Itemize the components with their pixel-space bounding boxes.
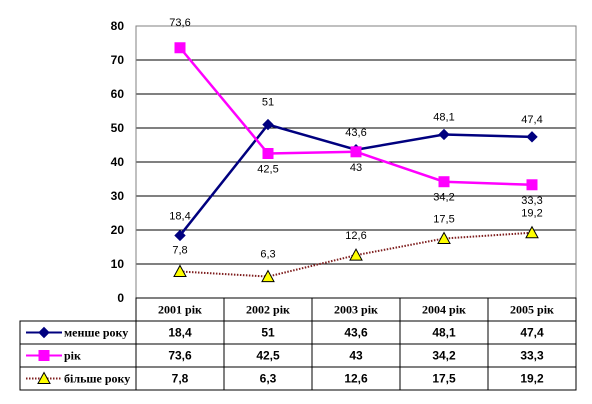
y-tick-label: 50: [111, 121, 125, 135]
y-tick-label: 10: [111, 257, 125, 271]
triangle-marker: [37, 371, 51, 384]
data-label: 42,5: [257, 164, 278, 176]
y-tick-label: 40: [111, 155, 125, 169]
diamond-marker: [438, 128, 450, 141]
y-tick-label: 0: [117, 291, 124, 305]
square-marker: [38, 350, 50, 361]
data-label: 33,3: [521, 195, 542, 207]
data-label: 18,4: [169, 210, 190, 222]
diamond-marker: [38, 326, 50, 339]
legend-label: менше року: [64, 326, 128, 340]
category-label: 2004 рік: [422, 303, 466, 317]
series-3: 7,8 6,3 12,6 17,5 19,2: [172, 208, 543, 283]
y-tick-label: 30: [111, 189, 125, 203]
table-cell: 7,8: [172, 372, 189, 386]
diamond-marker: [526, 131, 538, 143]
square-marker: [438, 176, 450, 188]
table-cell: 47,4: [520, 326, 544, 340]
category-label: 2003 рік: [334, 303, 378, 317]
diamond-marker: [174, 229, 186, 242]
table-cell: 73,6: [168, 349, 192, 363]
data-label: 7,8: [172, 244, 187, 256]
triangle-marker: [173, 264, 187, 277]
y-tick-label: 60: [111, 87, 125, 101]
table-cell: 48,1: [432, 326, 456, 340]
category-label: 2002 рік: [246, 303, 290, 317]
triangle-marker: [525, 225, 539, 239]
triangle-marker: [261, 269, 275, 283]
y-tick-label: 20: [111, 223, 125, 237]
diamond-marker: [262, 118, 274, 131]
square-marker: [526, 179, 538, 191]
gridlines: [136, 25, 576, 265]
category-label: 2005 рік: [510, 303, 554, 317]
triangle-marker: [437, 231, 451, 244]
data-label: 51: [262, 97, 274, 109]
legend-label: більше року: [64, 372, 130, 386]
series-line: [179, 231, 533, 278]
table-cell: 6,3: [260, 372, 277, 386]
legend-key: [26, 350, 62, 361]
table-cell: 51: [261, 326, 275, 340]
data-table: менше року 18,4 51 43,6 48,1 47,4 рік 73,6 42,5 4…: [19, 297, 577, 391]
table-cell: 12,6: [344, 372, 368, 386]
data-label: 48,1: [433, 111, 454, 123]
table-cell: 43,6: [344, 326, 368, 340]
table-cell: 34,2: [432, 349, 456, 363]
table-cell: 17,5: [432, 372, 456, 386]
square-marker: [174, 42, 186, 54]
data-label: 47,4: [521, 114, 542, 126]
data-label: 34,2: [433, 192, 454, 204]
series-line: [179, 123, 533, 237]
table-cell: 33,3: [520, 349, 544, 363]
data-label: 6,3: [260, 249, 275, 261]
y-tick-label: 80: [111, 19, 125, 33]
data-label: 19,2: [521, 208, 542, 220]
y-tick-label: 70: [111, 53, 125, 67]
series-2: 73,6 42,5 43 34,2 33,3: [169, 17, 542, 207]
table-cell: 43: [349, 349, 363, 363]
legend-key: [26, 326, 62, 339]
data-label: 73,6: [169, 17, 190, 29]
data-label: 17,5: [433, 214, 454, 226]
square-marker: [262, 148, 274, 159]
legend-key: [26, 371, 62, 384]
category-label: 2001 рік: [158, 303, 202, 317]
table-cell: 18,4: [168, 326, 192, 340]
square-marker: [350, 146, 362, 158]
data-label: 43: [350, 162, 362, 174]
data-label: 12,6: [345, 230, 366, 242]
table-cell: 19,2: [520, 372, 544, 386]
data-label: 43,6: [345, 127, 366, 139]
table-cell: 42,5: [256, 349, 280, 363]
legend-label: рік: [64, 349, 81, 363]
triangle-marker: [349, 248, 363, 261]
